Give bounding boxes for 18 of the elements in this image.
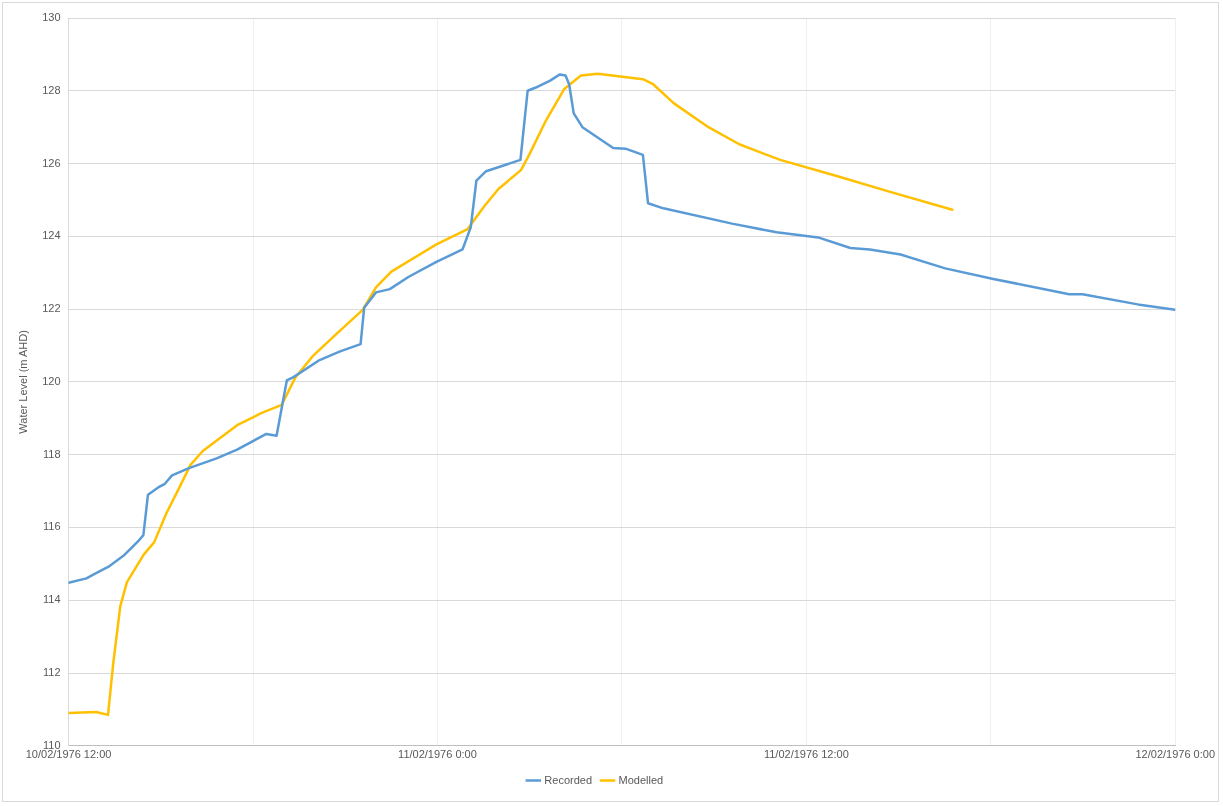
x-tick-label: 11/02/1976 12:00 (763, 748, 849, 761)
y-tick-label: 120 (42, 374, 61, 387)
legend-label: Modelled (618, 773, 664, 786)
y-tick-label: 114 (43, 593, 61, 606)
y-tick-label: 112 (43, 666, 61, 679)
x-tick-label: 11/02/1976 0:00 (398, 748, 477, 761)
y-tick-label: 122 (42, 302, 61, 315)
y-tick-label: 118 (43, 447, 61, 460)
x-tick-label: 12/02/1976 0:00 (1135, 748, 1216, 761)
y-tick-label: 126 (42, 156, 61, 169)
y-tick-label: 128 (42, 83, 61, 96)
y-axis-title: Water Level (m AHD) (16, 330, 29, 434)
y-tick-label: 110 (43, 738, 61, 751)
y-tick-label: 130 (42, 11, 61, 24)
legend-label: Recorded (544, 773, 593, 786)
x-tick-label: 10/02/1976 12:00 (25, 748, 112, 761)
y-tick-label: 124 (42, 229, 61, 242)
y-tick-label: 116 (43, 520, 61, 533)
